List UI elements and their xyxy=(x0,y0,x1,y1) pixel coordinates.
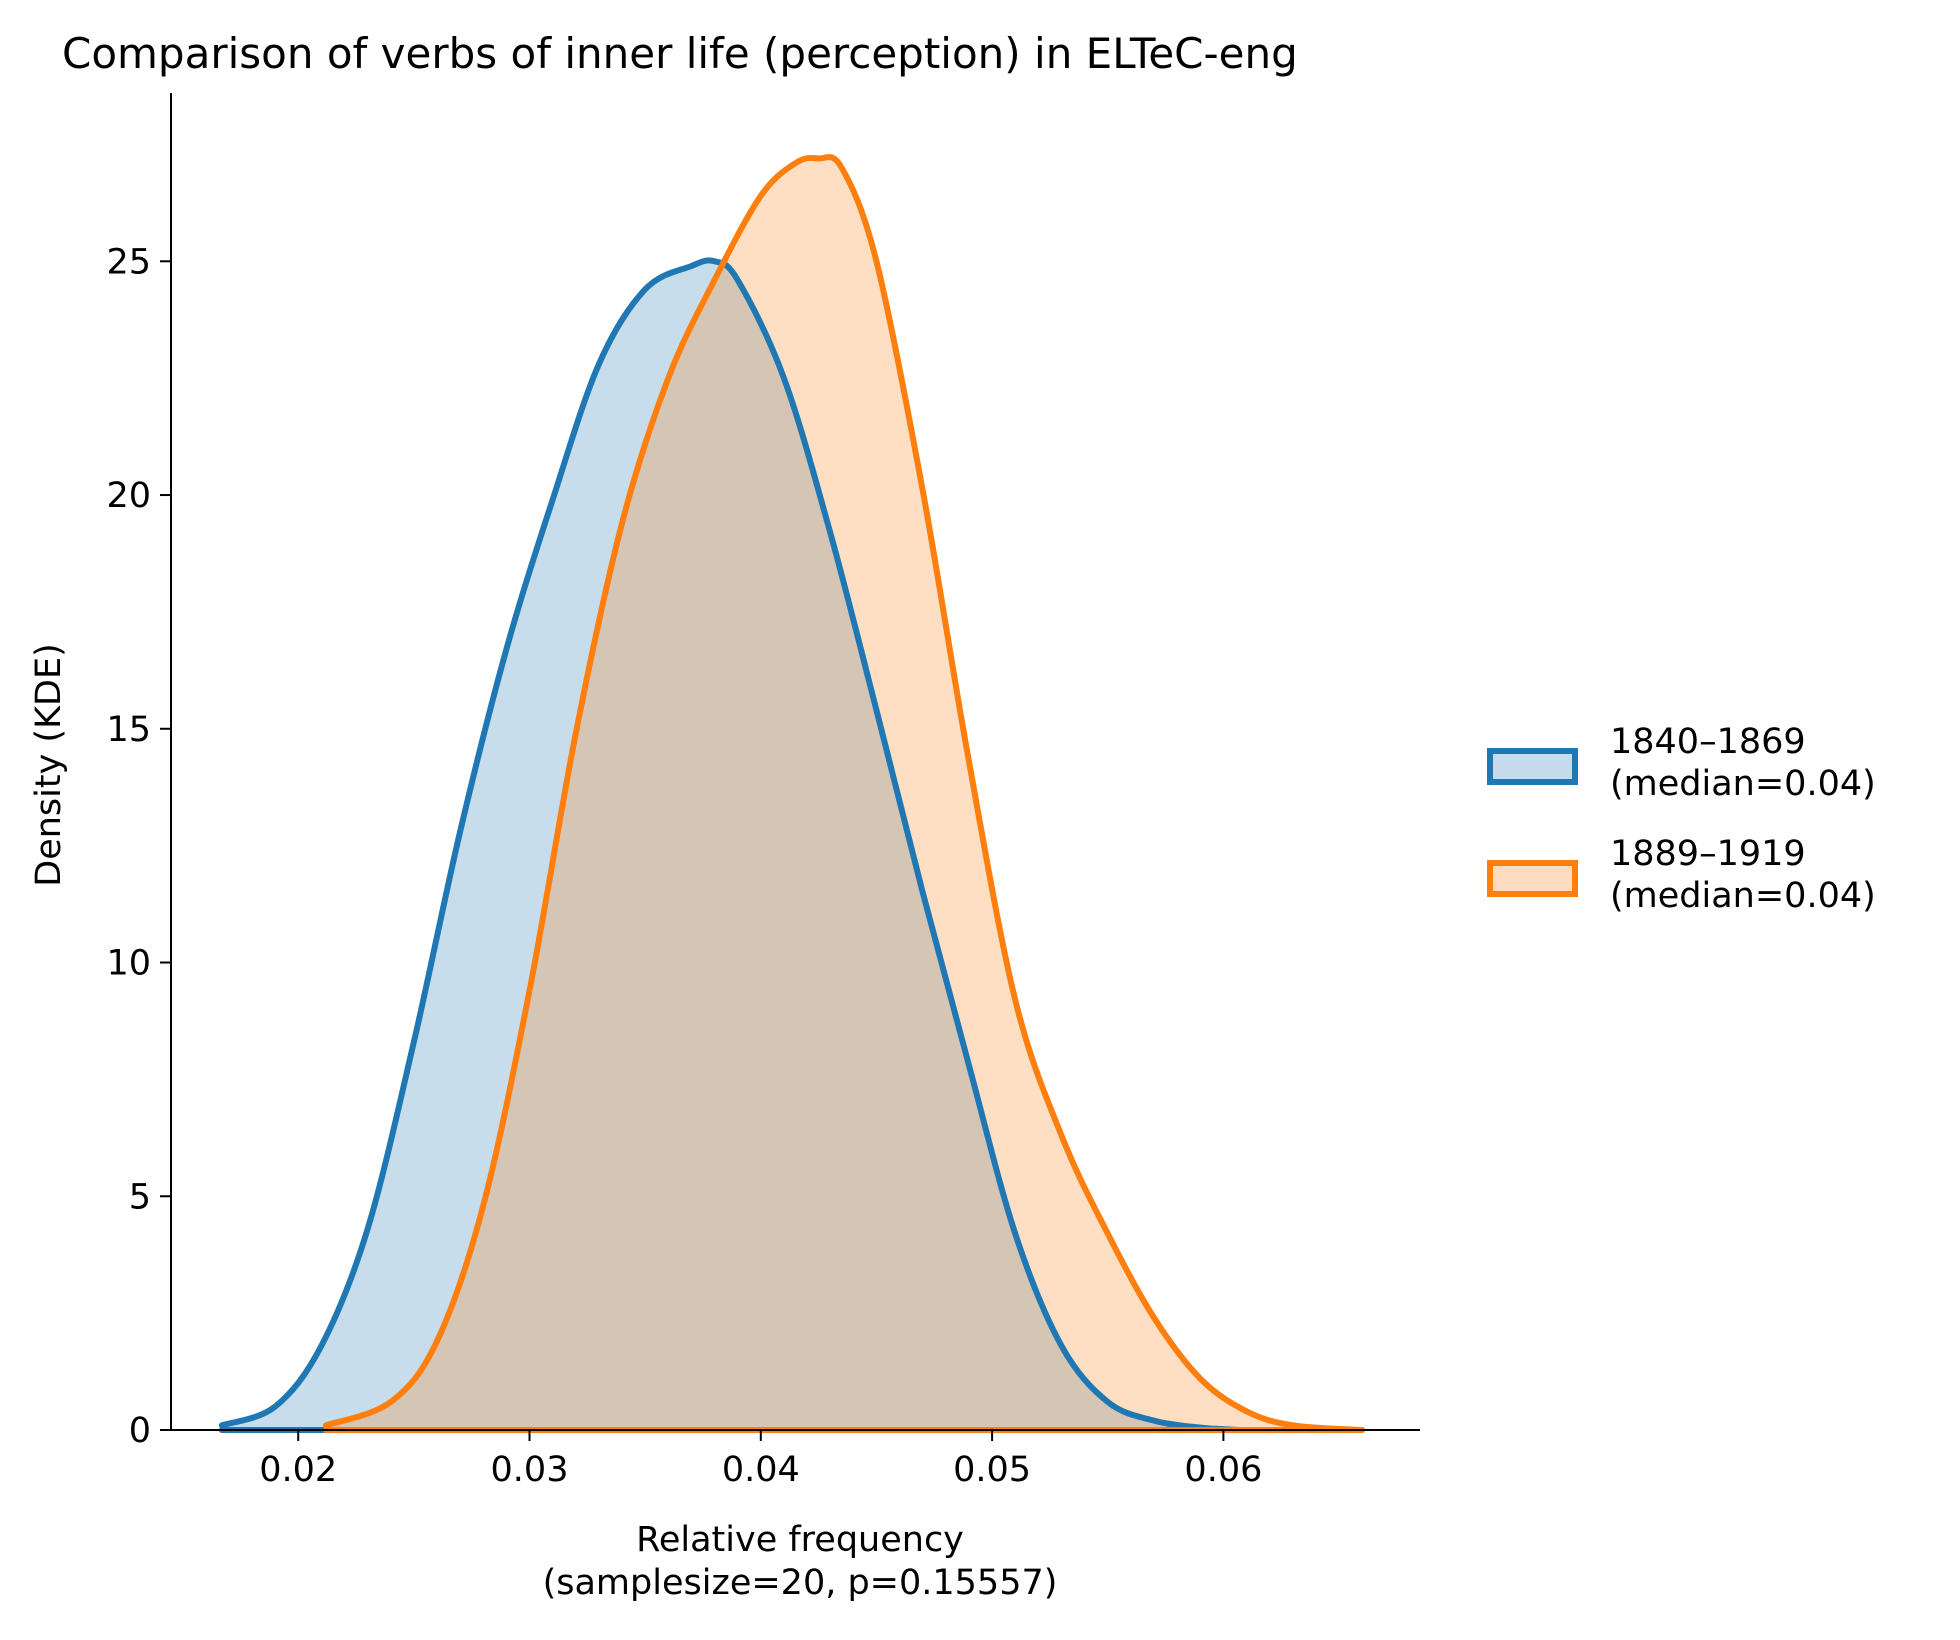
x-ticks: 0.02 0.03 0.04 0.05 0.06 xyxy=(259,1430,1262,1490)
x-tick-label: 0.05 xyxy=(953,1450,1031,1490)
x-tick-label: 0.04 xyxy=(722,1450,800,1490)
x-tick-label: 0.02 xyxy=(259,1450,337,1490)
y-tick-label: 15 xyxy=(106,710,151,750)
legend-sublabel-1: (median=0.04) xyxy=(1610,764,1876,804)
legend-label-1: 1840–1869 xyxy=(1610,722,1806,762)
series-2-area xyxy=(325,156,1363,1430)
legend-sublabel-2: (median=0.04) xyxy=(1610,876,1876,916)
y-tick-label: 20 xyxy=(106,476,151,516)
x-axis-sublabel: (samplesize=20, p=0.15557) xyxy=(543,1563,1058,1603)
y-tick-label: 10 xyxy=(106,944,151,984)
legend-swatch-1 xyxy=(1487,748,1578,785)
axes xyxy=(170,93,1420,1431)
y-ticks: 0 5 10 15 20 25 xyxy=(106,242,171,1451)
y-tick-label: 5 xyxy=(129,1177,151,1217)
y-tick-label: 25 xyxy=(106,242,151,282)
y-tick-label: 0 xyxy=(129,1411,151,1451)
legend: 1840–1869(median=0.04)1889–1919(median=0… xyxy=(1487,722,1876,916)
x-tick-label: 0.03 xyxy=(491,1450,569,1490)
y-axis-label: Density (KDE) xyxy=(29,643,69,887)
x-tick-label: 0.06 xyxy=(1184,1450,1262,1490)
x-axis-label: Relative frequency xyxy=(636,1520,964,1560)
legend-swatch-2 xyxy=(1487,860,1578,897)
series-1-line xyxy=(218,257,1243,1433)
legend-label-2: 1889–1919 xyxy=(1610,834,1806,874)
series-2-line xyxy=(322,154,1366,1433)
plot-fills xyxy=(221,156,1363,1430)
chart-title: Comparison of verbs of inner life (perce… xyxy=(62,29,1298,78)
